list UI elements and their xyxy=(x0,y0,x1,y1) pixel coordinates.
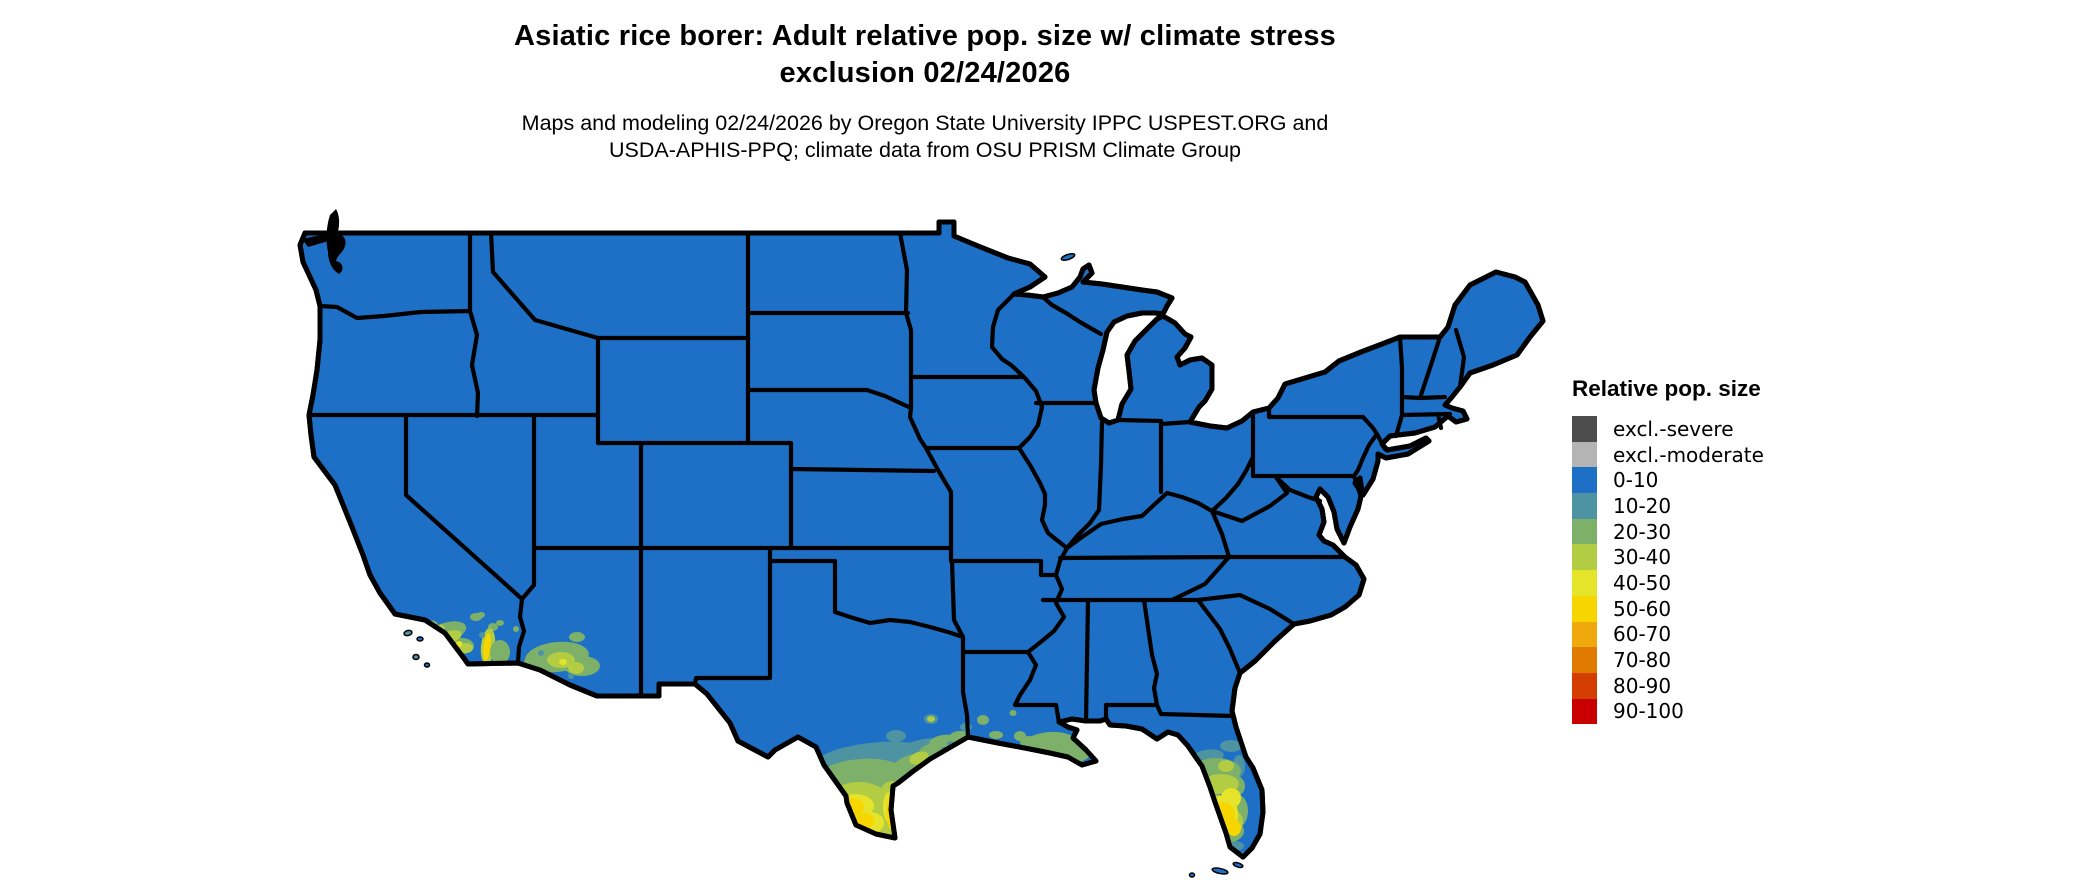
legend-label: 90-100 xyxy=(1613,699,1684,724)
hotspot-patch xyxy=(568,662,584,674)
legend-swatch xyxy=(1572,518,1597,545)
legend-row: 90-100 xyxy=(1572,698,1832,725)
map-title-line1: Asiatic rice borer: Adult relative pop. … xyxy=(513,20,1336,52)
hotspot-patch xyxy=(1218,760,1234,772)
legend-label: excl.-moderate xyxy=(1613,442,1764,467)
map-title-line2: exclusion 02/24/2026 xyxy=(779,57,1071,89)
hotspot-patch xyxy=(568,673,574,679)
legend-swatch xyxy=(1572,441,1597,468)
legend-title: Relative pop. size xyxy=(1572,376,1761,401)
legend-row: excl.-severe xyxy=(1572,416,1832,442)
legend-label: 60-70 xyxy=(1613,622,1672,647)
puget-sound xyxy=(326,209,346,274)
legend-row: 10-20 xyxy=(1572,493,1832,519)
legend-label: 0-10 xyxy=(1613,468,1659,493)
us-map xyxy=(230,209,1570,878)
legend-label: 10-20 xyxy=(1613,493,1672,518)
legend-swatch xyxy=(1572,493,1597,519)
hotspot-patch xyxy=(886,730,906,742)
hotspot-patch xyxy=(1081,725,1089,731)
legend-row: 0-10 xyxy=(1572,467,1832,494)
islands xyxy=(403,253,1244,878)
hotspot-patch xyxy=(559,659,567,665)
legend-swatch xyxy=(1572,698,1597,725)
legend-label: 70-80 xyxy=(1613,648,1672,673)
hotspot-patch xyxy=(1014,731,1026,741)
hotspot-patch xyxy=(477,612,485,618)
channel-island xyxy=(416,636,424,642)
hotspot-patch xyxy=(513,626,519,632)
hotspot-patch xyxy=(459,643,473,653)
channel-island xyxy=(403,629,413,637)
florida-keys-island xyxy=(1188,872,1196,878)
hotspot-patch xyxy=(490,640,510,664)
legend-label: 40-50 xyxy=(1613,570,1672,595)
legend-label: 50-60 xyxy=(1613,596,1672,621)
legend-label: 30-40 xyxy=(1613,545,1672,570)
hotspot-patch xyxy=(1227,820,1241,836)
hotspot-patch xyxy=(1009,710,1017,716)
legend-swatch xyxy=(1572,416,1597,442)
hotspot-patch xyxy=(479,632,485,638)
legend-label: 20-30 xyxy=(1613,519,1672,544)
legend-swatch xyxy=(1572,595,1597,622)
florida-keys-island xyxy=(1211,867,1229,875)
legend-row: 20-30 xyxy=(1572,518,1832,545)
hotspot-patch xyxy=(496,620,504,626)
hotspot-patch xyxy=(483,633,491,661)
map-subtitle-line2: USDA-APHIS-PPQ; climate data from OSU PR… xyxy=(608,138,1242,162)
hotspot-patch xyxy=(1193,803,1205,829)
legend-row: 60-70 xyxy=(1572,621,1832,648)
hotspot-patch xyxy=(569,632,585,642)
hotspot-patch xyxy=(805,783,825,827)
legend: Relative pop. size excl.-severe excl.-mo… xyxy=(1572,376,1832,725)
florida-keys-island xyxy=(1232,861,1244,869)
us-map-container xyxy=(230,165,1570,892)
state-borders xyxy=(306,230,1467,740)
legend-swatch xyxy=(1572,570,1597,596)
channel-island xyxy=(423,662,431,668)
hotspot-patch xyxy=(927,716,935,722)
map-subtitle: Maps and modeling 02/24/2026 by Oregon S… xyxy=(230,110,1620,164)
legend-label: 80-90 xyxy=(1613,673,1672,698)
legend-label: excl.-severe xyxy=(1613,416,1734,441)
channel-island xyxy=(412,653,420,661)
hotspot-patch xyxy=(1020,736,1040,748)
hotspot-patch xyxy=(538,650,544,656)
strait-juan-de-fuca xyxy=(302,233,332,247)
isle-royale-island xyxy=(1060,253,1076,261)
legend-rows: excl.-severe excl.-moderate 0-10 10-20 2… xyxy=(1572,416,1832,725)
header: Asiatic rice borer: Adult relative pop. … xyxy=(230,18,1620,164)
legend-row: excl.-moderate xyxy=(1572,441,1832,468)
legend-swatch xyxy=(1572,647,1597,673)
hotspot-patch xyxy=(1220,740,1242,752)
hotspot-patch xyxy=(1186,768,1202,796)
legend-swatch xyxy=(1572,672,1597,699)
legend-row: 80-90 xyxy=(1572,672,1832,699)
legend-row: 70-80 xyxy=(1572,647,1832,673)
legend-row: 30-40 xyxy=(1572,544,1832,571)
hotspot-southwest-arizona xyxy=(477,612,600,679)
legend-row: 40-50 xyxy=(1572,570,1832,596)
legend-swatch xyxy=(1572,467,1597,494)
legend-row: 50-60 xyxy=(1572,595,1832,622)
map-subtitle-line1: Maps and modeling 02/24/2026 by Oregon S… xyxy=(521,111,1329,135)
legend-swatch xyxy=(1572,621,1597,648)
hotspot-patch xyxy=(989,731,1003,739)
hotspot-patch xyxy=(977,715,989,725)
legend-swatch xyxy=(1572,544,1597,571)
